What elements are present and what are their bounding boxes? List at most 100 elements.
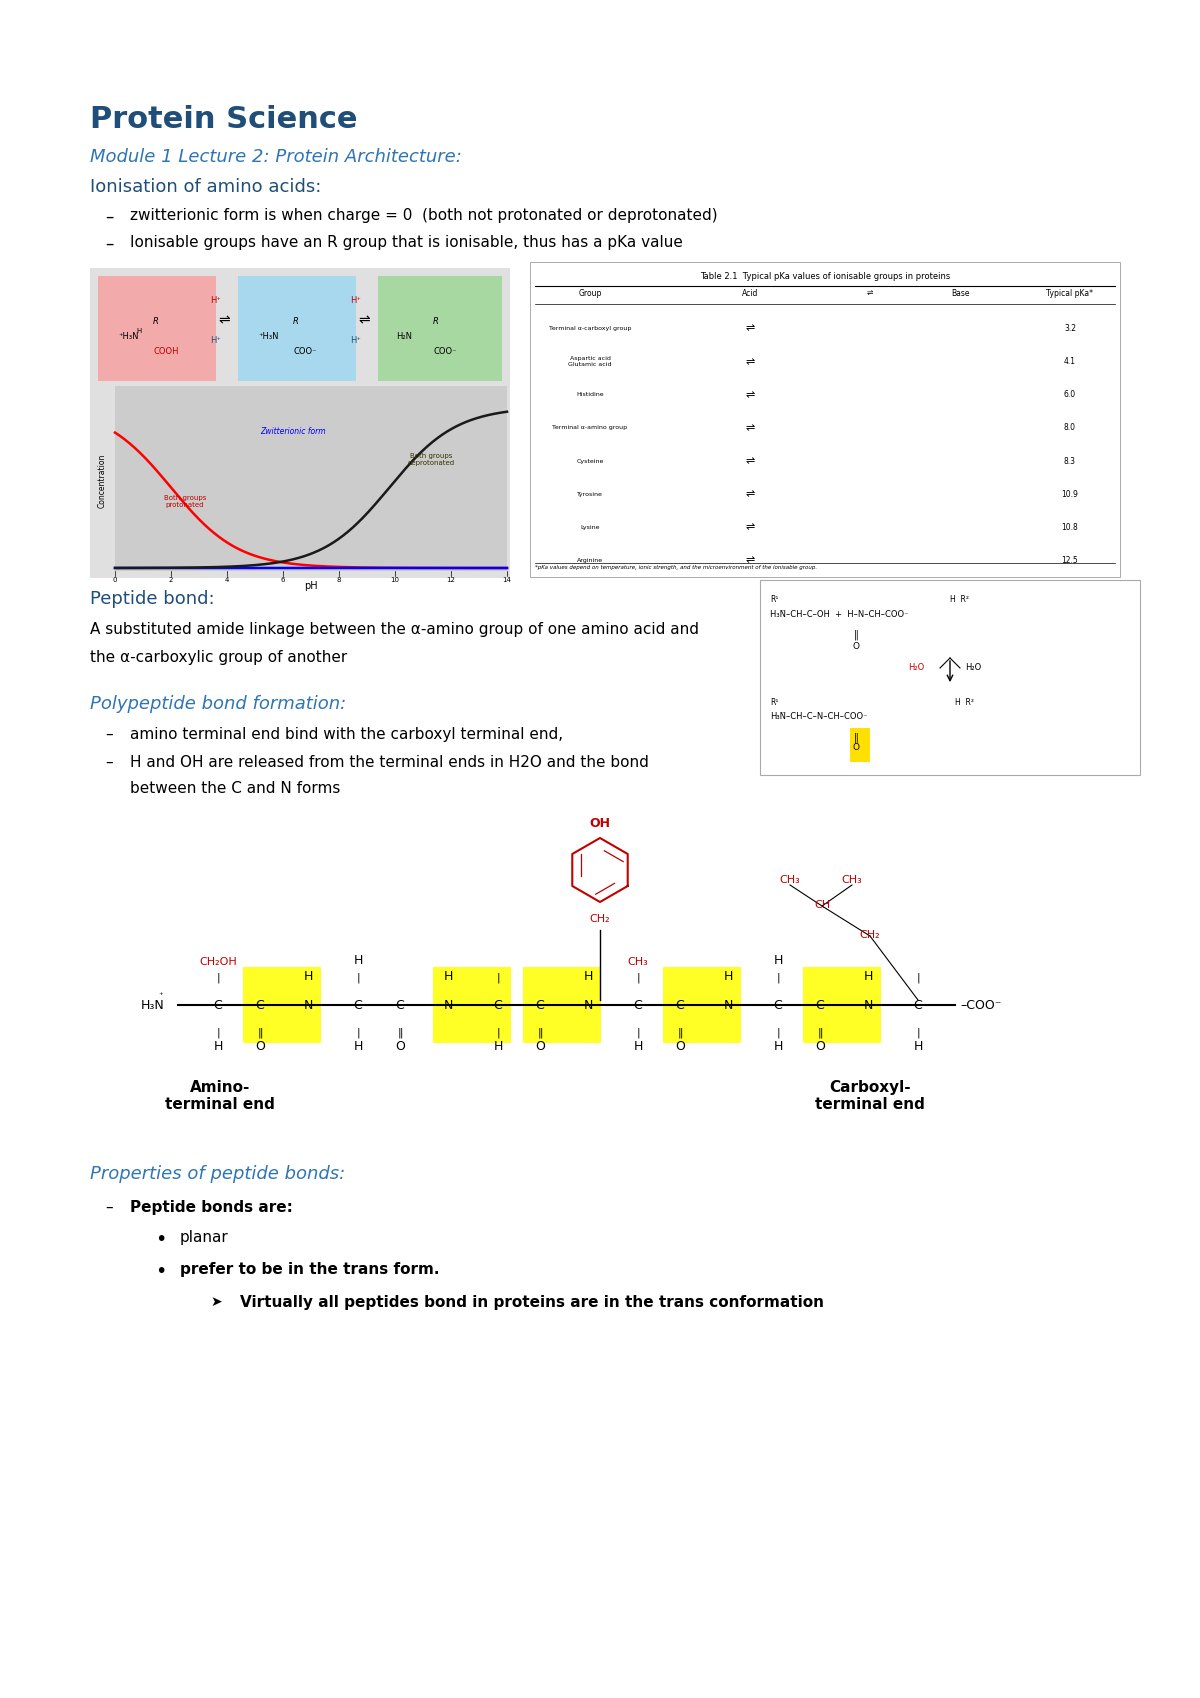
Text: R¹: R¹	[770, 594, 779, 604]
Text: CH₂: CH₂	[859, 931, 881, 941]
Text: between the C and N forms: between the C and N forms	[130, 781, 341, 796]
Text: |: |	[776, 1027, 780, 1037]
Text: O: O	[535, 1039, 545, 1053]
Text: ⇌: ⇌	[745, 423, 755, 433]
Text: ‖: ‖	[257, 1027, 263, 1037]
Text: ⇌: ⇌	[866, 289, 874, 299]
Text: |: |	[916, 1027, 920, 1037]
Text: •: •	[155, 1229, 167, 1250]
Text: ⇌: ⇌	[745, 489, 755, 499]
Text: N: N	[863, 998, 872, 1012]
Text: 4.1: 4.1	[1064, 357, 1076, 367]
Text: –: –	[106, 234, 113, 253]
Text: 4: 4	[224, 577, 229, 582]
Text: CH₃: CH₃	[841, 874, 863, 885]
Text: Properties of peptide bonds:: Properties of peptide bonds:	[90, 1165, 346, 1184]
Bar	[378, 277, 502, 380]
Text: Zwitterionic form: Zwitterionic form	[260, 426, 326, 436]
Text: H: H	[863, 970, 872, 983]
Text: |: |	[216, 973, 220, 983]
Text: ‖: ‖	[538, 1027, 542, 1037]
Text: COO⁻: COO⁻	[293, 346, 317, 355]
Text: Both groups
protonated: Both groups protonated	[164, 496, 206, 508]
Text: 6: 6	[281, 577, 286, 582]
Text: C: C	[396, 998, 404, 1012]
Text: Histidine: Histidine	[576, 392, 604, 397]
Text: Carboxyl-
terminal end: Carboxyl- terminal end	[815, 1080, 925, 1112]
Text: 8.0: 8.0	[1064, 423, 1076, 433]
Text: |: |	[216, 1027, 220, 1037]
Text: O: O	[676, 1039, 685, 1053]
Text: CH₃: CH₃	[780, 874, 800, 885]
Bar	[523, 966, 601, 1043]
Text: C: C	[816, 998, 824, 1012]
Bar	[662, 966, 742, 1043]
Text: Peptide bonds are:: Peptide bonds are:	[130, 1200, 293, 1216]
Text: ‖: ‖	[817, 1027, 823, 1037]
Text: 0: 0	[113, 577, 118, 582]
Text: H: H	[353, 954, 362, 966]
Text: ⇌: ⇌	[745, 555, 755, 565]
Text: H: H	[136, 328, 142, 335]
Text: H₂O: H₂O	[965, 664, 982, 672]
Text: Lysine: Lysine	[581, 525, 600, 530]
Text: –: –	[106, 207, 113, 226]
Text: H₂O: H₂O	[908, 664, 924, 672]
Text: 12.5: 12.5	[1062, 555, 1079, 565]
Text: ‖: ‖	[853, 630, 858, 640]
Text: C: C	[913, 998, 923, 1012]
Text: O: O	[815, 1039, 824, 1053]
Bar	[238, 277, 356, 380]
Text: ⁺: ⁺	[158, 990, 163, 1000]
Text: *pKa values depend on temperature, ionic strength, and the microenvironment of t: *pKa values depend on temperature, ionic…	[535, 565, 817, 571]
Text: H: H	[773, 954, 782, 966]
Text: H  R²: H R²	[950, 594, 970, 604]
Text: |: |	[496, 1027, 500, 1037]
Text: 14: 14	[503, 577, 511, 582]
Text: 2: 2	[169, 577, 173, 582]
Text: H⁺: H⁺	[210, 295, 222, 304]
Text: CH₃: CH₃	[628, 958, 648, 966]
Text: 12: 12	[446, 577, 456, 582]
Text: Both groups
deprotonated: Both groups deprotonated	[408, 453, 455, 465]
Bar	[98, 277, 216, 380]
Text: ⇌: ⇌	[358, 312, 370, 328]
Text: H: H	[724, 970, 733, 983]
Text: Ionisation of amino acids:: Ionisation of amino acids:	[90, 178, 322, 195]
Text: C: C	[535, 998, 545, 1012]
Text: ⇌: ⇌	[218, 312, 229, 328]
Text: ⁺H₃N: ⁺H₃N	[258, 331, 278, 341]
Text: |: |	[356, 1027, 360, 1037]
Text: Protein Science: Protein Science	[90, 105, 358, 134]
Text: H and OH are released from the terminal ends in H2O and the bond: H and OH are released from the terminal …	[130, 756, 649, 769]
Text: CH₂OH: CH₂OH	[199, 958, 236, 966]
Text: Amino-
terminal end: Amino- terminal end	[166, 1080, 275, 1112]
Text: O: O	[256, 1039, 265, 1053]
Text: ⇌: ⇌	[745, 391, 755, 399]
Text: Peptide bond:: Peptide bond:	[90, 589, 215, 608]
Text: Terminal α-amino group: Terminal α-amino group	[552, 426, 628, 430]
Text: planar: planar	[180, 1229, 229, 1245]
Text: 8: 8	[337, 577, 341, 582]
Text: Base: Base	[950, 289, 970, 299]
Text: H₃N̈–CH–C–N–CH–COO⁻: H₃N̈–CH–C–N–CH–COO⁻	[770, 711, 868, 722]
Text: OH: OH	[589, 817, 611, 830]
Text: |: |	[916, 973, 920, 983]
Bar	[760, 581, 1140, 774]
Text: –COO⁻: –COO⁻	[960, 998, 1001, 1012]
Text: C: C	[354, 998, 362, 1012]
Text: 10.8: 10.8	[1062, 523, 1079, 531]
Text: C: C	[676, 998, 684, 1012]
Text: ‖: ‖	[853, 732, 858, 742]
Text: |: |	[496, 973, 500, 983]
Text: O: O	[852, 642, 859, 650]
Text: H: H	[583, 970, 593, 983]
Text: Polypeptide bond formation:: Polypeptide bond formation:	[90, 694, 347, 713]
Text: H₃N̈–CH–C–OH  +  H–N–CH–COO⁻: H₃N̈–CH–C–OH + H–N–CH–COO⁻	[770, 610, 908, 620]
Text: Acid: Acid	[742, 289, 758, 299]
Text: CH: CH	[814, 900, 830, 910]
Text: H: H	[443, 970, 452, 983]
Text: 10.9: 10.9	[1062, 489, 1079, 499]
Bar	[115, 385, 508, 571]
Text: COOH: COOH	[154, 346, 179, 355]
